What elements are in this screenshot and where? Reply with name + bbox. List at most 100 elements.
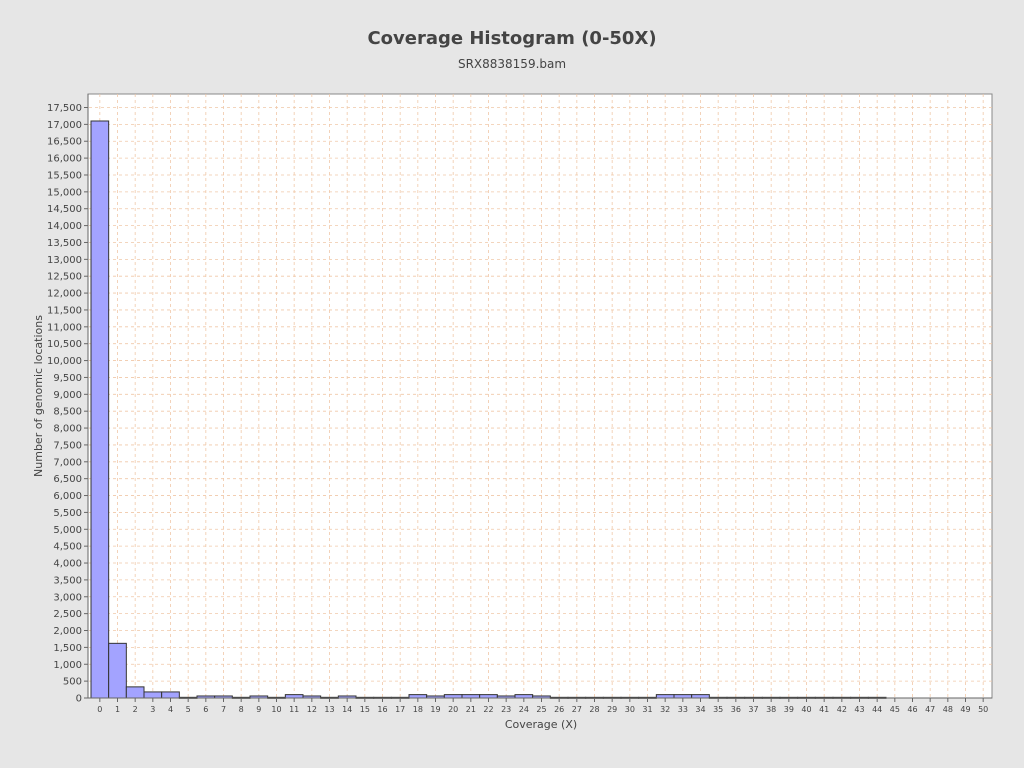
plot-area (87, 93, 993, 699)
y-axis-ticks: 0 500 1,000 1,500 2,000 2,500 3,000 3,500 4,000 4… (47, 103, 88, 705)
x-tick-label: 8 (239, 705, 244, 714)
x-tick-label: 4 (168, 705, 173, 714)
y-tick-label: 16,500 (47, 137, 82, 148)
y-tick-label: 11,000 (47, 322, 82, 333)
x-tick-label: 30 (625, 705, 635, 714)
bar-coverage-11 (284, 694, 304, 699)
y-tick-label: 13,000 (47, 255, 82, 266)
y-tick-label: 0 (76, 694, 82, 705)
x-tick-label: 6 (203, 705, 208, 714)
x-tick-label: 46 (907, 705, 917, 714)
y-tick-label: 17,500 (47, 103, 82, 114)
x-tick-label: 15 (360, 705, 370, 714)
y-tick-label: 17,000 (47, 120, 82, 131)
x-axis-label: Coverage (X) (505, 718, 577, 731)
x-tick-label: 19 (430, 705, 440, 714)
x-tick-label: 34 (695, 705, 705, 714)
bar-coverage-1 (108, 642, 127, 699)
y-tick-label: 9,500 (53, 373, 82, 384)
x-tick-label: 26 (554, 705, 564, 714)
x-tick-label: 18 (413, 705, 423, 714)
y-tick-label: 2,500 (53, 609, 82, 620)
x-tick-label: 22 (483, 705, 493, 714)
x-tick-label: 33 (678, 705, 688, 714)
x-tick-label: 40 (801, 705, 811, 714)
y-tick-label: 4,500 (53, 542, 82, 553)
y-tick-label: 8,000 (53, 424, 82, 435)
y-tick-label: 14,500 (47, 204, 82, 215)
x-tick-label: 45 (890, 705, 900, 714)
x-tick-label: 48 (943, 705, 953, 714)
x-tick-label: 23 (501, 705, 511, 714)
x-tick-label: 21 (466, 705, 476, 714)
y-tick-label: 10,000 (47, 356, 82, 367)
y-tick-label: 15,500 (47, 170, 82, 181)
y-tick-label: 3,500 (53, 575, 82, 586)
x-tick-label: 13 (324, 705, 334, 714)
bar-coverage-0 (90, 120, 110, 699)
x-tick-label: 9 (256, 705, 261, 714)
y-tick-label: 15,000 (47, 187, 82, 198)
x-tick-label: 39 (784, 705, 794, 714)
y-tick-label: 16,000 (47, 154, 82, 165)
x-axis-ticks: 0 1 2 3 4 5 6 7 8 9 10 11 12 13 14 15 16 17 18 19 20 21 22 23 24… (97, 698, 988, 714)
x-tick-label: 28 (589, 705, 599, 714)
bar-coverage-3 (143, 691, 163, 699)
bar-coverage-33 (673, 694, 693, 699)
y-tick-label: 8,500 (53, 407, 82, 418)
x-tick-label: 10 (271, 705, 281, 714)
x-tick-label: 25 (536, 705, 546, 714)
x-tick-label: 29 (607, 705, 617, 714)
y-tick-label: 6,000 (53, 491, 82, 502)
x-tick-label: 5 (186, 705, 191, 714)
x-tick-label: 17 (395, 705, 405, 714)
bar-coverage-21 (461, 694, 481, 699)
y-tick-label: 3,000 (53, 592, 82, 603)
x-tick-label: 49 (960, 705, 970, 714)
chart-title: Coverage Histogram (0-50X) (367, 28, 657, 49)
y-tick-label: 5,000 (53, 525, 82, 536)
y-tick-label: 7,000 (53, 457, 82, 468)
x-tick-label: 35 (713, 705, 723, 714)
y-tick-label: 13,500 (47, 238, 82, 249)
y-tick-label: 4,000 (53, 559, 82, 570)
x-tick-label: 14 (342, 705, 352, 714)
x-tick-label: 32 (660, 705, 670, 714)
y-tick-label: 12,500 (47, 272, 82, 283)
y-tick-label: 14,000 (47, 221, 82, 232)
x-tick-label: 38 (766, 705, 776, 714)
y-tick-label: 1,000 (53, 660, 82, 671)
y-tick-label: 1,500 (53, 643, 82, 654)
y-tick-label: 11,500 (47, 305, 82, 316)
y-tick-label: 7,500 (53, 440, 82, 451)
x-tick-label: 44 (872, 705, 882, 714)
x-tick-label: 7 (221, 705, 226, 714)
x-tick-label: 50 (978, 705, 988, 714)
bar-coverage-22 (479, 694, 498, 699)
x-tick-label: 20 (448, 705, 458, 714)
bar-coverage-20 (443, 694, 463, 699)
y-tick-label: 2,000 (53, 626, 82, 637)
y-tick-label: 6,500 (53, 474, 82, 485)
y-tick-label: 9,000 (53, 390, 82, 401)
x-tick-label: 3 (150, 705, 155, 714)
y-axis-label: Number of genomic locations (32, 315, 45, 477)
x-tick-label: 1 (115, 705, 120, 714)
x-tick-label: 31 (642, 705, 652, 714)
x-tick-label: 24 (519, 705, 529, 714)
x-tick-label: 37 (748, 705, 758, 714)
y-tick-label: 500 (63, 677, 82, 688)
bar-coverage-34 (691, 694, 710, 699)
grid-lines (89, 94, 992, 699)
x-tick-label: 11 (289, 705, 299, 714)
bar-coverage-24 (514, 694, 534, 699)
x-tick-label: 16 (377, 705, 387, 714)
bar-coverage-2 (125, 686, 145, 699)
x-tick-label: 2 (133, 705, 138, 714)
y-tick-label: 12,000 (47, 289, 82, 300)
y-tick-label: 10,500 (47, 339, 82, 350)
bar-coverage-18 (408, 694, 428, 699)
x-tick-label: 43 (854, 705, 864, 714)
x-tick-label: 27 (572, 705, 582, 714)
